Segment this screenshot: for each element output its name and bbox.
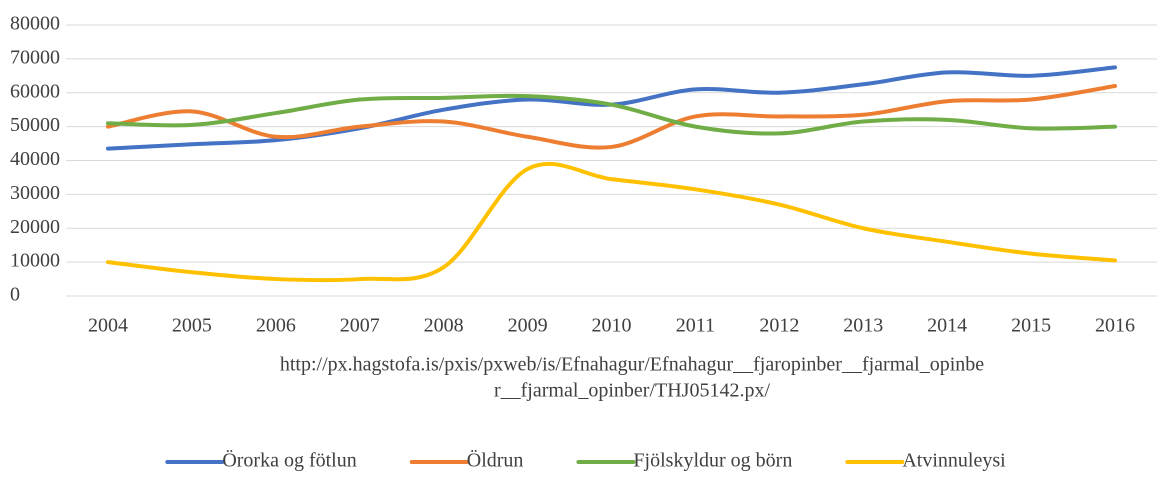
series-line — [106, 93, 1117, 136]
legend-label: Öldrun — [467, 449, 524, 472]
y-tick-label: 80000 — [10, 13, 60, 35]
y-tick-label: 60000 — [10, 80, 60, 102]
series-line — [106, 83, 1117, 150]
x-tick-label: 2012 — [759, 315, 799, 337]
x-tick-label: 2009 — [508, 315, 548, 337]
x-tick-label: 2013 — [843, 315, 883, 337]
y-tick-label: 0 — [10, 284, 20, 306]
x-axis-label: r__fjarmal_opinber/THJ05142.px/ — [494, 380, 770, 402]
y-tick-label: 70000 — [10, 46, 60, 68]
x-tick-label: 2011 — [676, 315, 715, 337]
x-tick-label: 2005 — [172, 315, 212, 337]
x-tick-label: 2016 — [1095, 315, 1135, 337]
legend-label: Atvinnuleysi — [902, 450, 1006, 472]
x-tick-label: 2010 — [592, 315, 632, 337]
y-tick-label: 20000 — [10, 216, 60, 238]
y-tick-label: 10000 — [10, 250, 60, 272]
x-tick-label: 2007 — [340, 315, 380, 337]
x-tick-label: 2015 — [1011, 315, 1051, 337]
legend-label: Fjölskyldur og börn — [633, 450, 792, 472]
x-tick-label: 2006 — [256, 315, 296, 337]
legend-label: Örorka og fötlun — [222, 449, 356, 472]
series-line — [106, 65, 1117, 151]
x-tick-label: 2014 — [927, 315, 967, 337]
x-axis-label: http://px.hagstofa.is/pxis/pxweb/is/Efna… — [280, 354, 984, 376]
x-tick-label: 2004 — [88, 315, 128, 337]
x-tick-label: 2008 — [424, 315, 464, 337]
series-line — [106, 162, 1117, 283]
y-tick-label: 30000 — [10, 182, 60, 204]
y-tick-label: 50000 — [10, 114, 60, 136]
y-tick-label: 40000 — [10, 148, 60, 170]
